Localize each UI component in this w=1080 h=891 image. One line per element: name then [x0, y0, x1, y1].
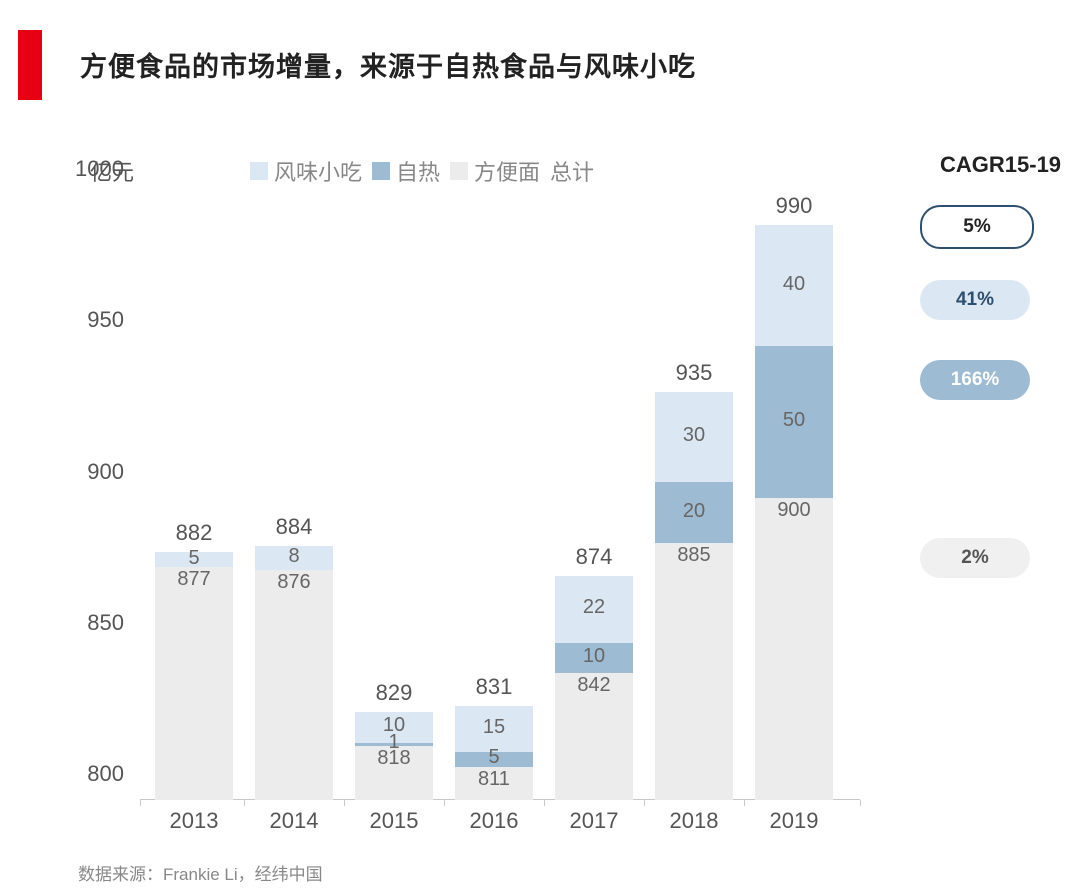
cagr-badge: 5%	[920, 205, 1034, 249]
cagr-badge: 2%	[920, 538, 1030, 578]
legend-swatch-fangbianmian	[450, 162, 468, 180]
bar-group: 8298181102015	[355, 195, 433, 800]
x-tick-label: 2018	[655, 808, 733, 834]
bar-total-label: 829	[355, 680, 433, 706]
legend-item-zire: 自热	[372, 155, 440, 187]
bar-value-fengwei: 40	[755, 273, 833, 296]
legend-item-fangbianmian: 方便面	[450, 155, 540, 187]
x-tick-label: 2017	[555, 808, 633, 834]
bar-value-fangbianmian: 842	[555, 674, 633, 697]
x-tick-label: 2019	[755, 808, 833, 834]
bar-group: 99090050402019	[755, 195, 833, 800]
bar-value-zire: 50	[755, 409, 833, 432]
bar-group: 93588520302018	[655, 195, 733, 800]
bar-total-label: 831	[455, 674, 533, 700]
x-tick-mark	[544, 800, 545, 806]
bar-total-label: 935	[655, 360, 733, 386]
legend-item-fengwei: 风味小吃	[250, 155, 362, 187]
bar-total-label: 882	[155, 520, 233, 546]
x-tick-label: 2015	[355, 808, 433, 834]
bar-value-fangbianmian: 900	[755, 499, 833, 522]
bar-value-fengwei: 15	[455, 716, 533, 739]
bar-value-zire: 5	[455, 746, 533, 769]
cagr-badge: 166%	[920, 360, 1030, 400]
y-tick-label: 1000	[75, 156, 140, 182]
legend-label-total: 总计	[550, 155, 594, 187]
bar-seg-fangbianmian	[755, 498, 833, 801]
y-tick-label: 800	[87, 761, 140, 787]
bar-value-fangbianmian: 811	[455, 768, 533, 791]
x-tick-mark	[244, 800, 245, 806]
bar-value-fangbianmian: 877	[155, 568, 233, 591]
x-tick-label: 2016	[455, 808, 533, 834]
bar-value-fangbianmian: 885	[655, 544, 733, 567]
chart-plot: 8008509009501000882877520138848768201482…	[140, 195, 860, 800]
bar-value-fengwei: 30	[655, 424, 733, 447]
chart-area: 8008509009501000882877520138848768201482…	[140, 195, 860, 800]
cagr-badge: 41%	[920, 280, 1030, 320]
y-tick-label: 950	[87, 307, 140, 333]
bar-group: 88287752013	[155, 195, 233, 800]
page-root: 方便食品的市场增量，来源于自热食品与风味小吃 亿元 风味小吃 自热 方便面 总计…	[0, 0, 1080, 891]
bar-value-fengwei: 10	[355, 714, 433, 737]
bar-group: 8318115152016	[455, 195, 533, 800]
bar-seg-fangbianmian	[255, 570, 333, 800]
legend-label-zire: 自热	[396, 155, 440, 187]
bar-seg-fangbianmian	[655, 543, 733, 800]
cagr-title: CAGR15-19	[940, 152, 1061, 178]
x-tick-label: 2013	[155, 808, 233, 834]
y-tick-label: 900	[87, 459, 140, 485]
bar-value-zire: 20	[655, 500, 733, 523]
bar-value-fengwei: 22	[555, 596, 633, 619]
x-tick-mark	[644, 800, 645, 806]
bar-value-fangbianmian: 876	[255, 571, 333, 594]
red-accent-block	[18, 30, 42, 100]
page-title: 方便食品的市场增量，来源于自热食品与风味小吃	[80, 45, 696, 84]
bar-total-label: 874	[555, 544, 633, 570]
bar-seg-fangbianmian	[155, 567, 233, 800]
x-tick-label: 2014	[255, 808, 333, 834]
bar-total-label: 990	[755, 193, 833, 219]
bar-total-label: 884	[255, 514, 333, 540]
legend-label-fengwei: 风味小吃	[274, 155, 362, 187]
y-tick-label: 850	[87, 610, 140, 636]
bar-value-fengwei: 5	[155, 547, 233, 570]
data-source: 数据来源：Frankie Li，经纬中国	[78, 860, 323, 885]
bar-group: 88487682014	[255, 195, 333, 800]
bar-value-fengwei: 8	[255, 545, 333, 568]
legend-swatch-fengwei	[250, 162, 268, 180]
legend-swatch-zire	[372, 162, 390, 180]
x-tick-mark	[140, 800, 141, 806]
x-tick-mark	[344, 800, 345, 806]
legend-label-fangbianmian: 方便面	[474, 155, 540, 187]
bar-group: 87484210222017	[555, 195, 633, 800]
x-tick-mark	[444, 800, 445, 806]
x-tick-mark	[744, 800, 745, 806]
chart-legend: 风味小吃 自热 方便面 总计	[250, 155, 594, 187]
bar-value-zire: 10	[555, 645, 633, 668]
legend-item-total: 总计	[550, 155, 594, 187]
x-tick-mark	[860, 800, 861, 806]
